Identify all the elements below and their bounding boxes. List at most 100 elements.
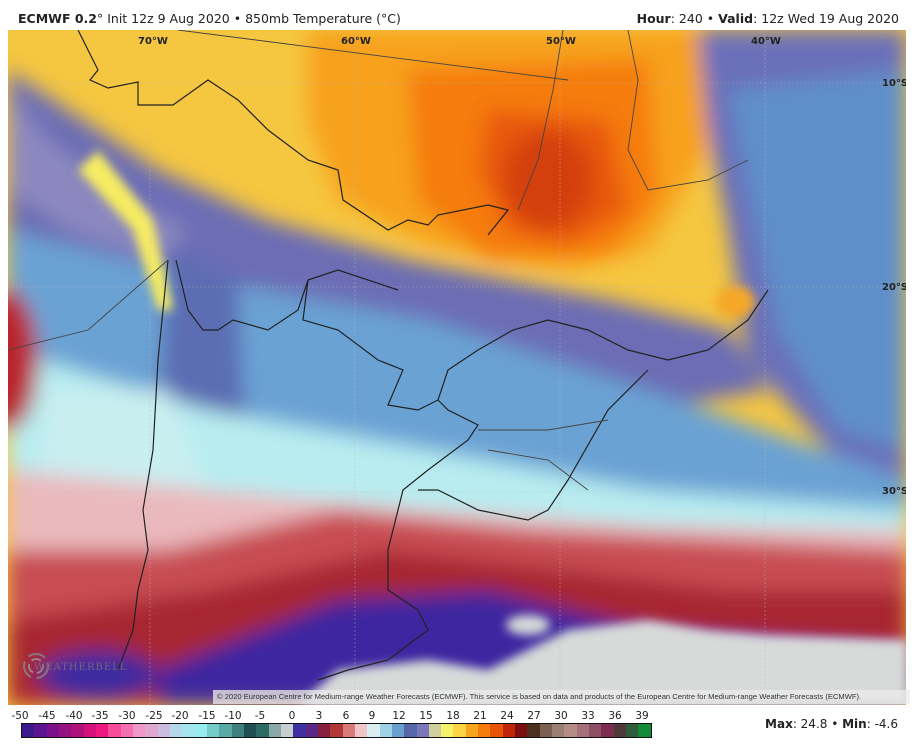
colorbar-swatch [58, 724, 72, 737]
colorbar-swatch [268, 724, 281, 737]
tick: 27 [527, 710, 541, 722]
colorbar-swatch [515, 724, 528, 737]
colorbar-swatch [256, 724, 269, 737]
colorbar-swatch [206, 724, 220, 737]
colorbar-swatch [391, 724, 405, 737]
tick: -50 [11, 710, 29, 722]
swirl-icon [23, 653, 49, 679]
colorbar-swatch [564, 724, 577, 737]
colorbar-swatch [478, 724, 491, 737]
colorbar-swatch [416, 724, 429, 737]
colorbar-swatch [404, 724, 417, 737]
colorbar-swatch [626, 724, 639, 737]
colorbar-swatch [502, 724, 516, 737]
tick: -35 [91, 710, 109, 722]
lon-label-70w: 70°W [138, 36, 168, 47]
tick: 33 [581, 710, 595, 722]
tick: -40 [65, 710, 83, 722]
valid-value: : 12z Wed 19 Aug 2020 [753, 11, 899, 26]
colorbar-swatch [22, 724, 35, 737]
model-name: ECMWF 0.2 [18, 11, 97, 26]
temperature-colorbar [21, 723, 652, 738]
colorbar-swatch [428, 724, 442, 737]
colorbar-swatch [589, 724, 602, 737]
colorbar-swatch [34, 724, 47, 737]
colorbar-swatch [638, 724, 651, 737]
separator: • [827, 717, 843, 731]
colorbar-swatch [330, 724, 343, 737]
tick: 30 [554, 710, 568, 722]
separator: • [702, 11, 719, 26]
lat-label-30s: 30°S [882, 486, 906, 497]
colorbar-swatch [367, 724, 380, 737]
colorbar-swatch [231, 724, 244, 737]
tick: 9 [368, 710, 376, 722]
colorbar-swatch [613, 724, 627, 737]
colorbar-swatch [157, 724, 170, 737]
colorbar-swatch [490, 724, 503, 737]
tick: -10 [224, 710, 242, 722]
tick: 12 [392, 710, 406, 722]
colorbar-swatch [576, 724, 590, 737]
map-field-graphic [8, 30, 906, 705]
colorbar-swatch [539, 724, 553, 737]
colorbar-swatch [194, 724, 207, 737]
tick: -5 [254, 710, 266, 722]
lon-label-50w: 50°W [546, 36, 576, 47]
colorbar-swatch [95, 724, 109, 737]
degree-symbol: ° [96, 11, 104, 26]
tick: -20 [171, 710, 189, 722]
colorbar-swatch [601, 724, 614, 737]
colorbar-swatch [182, 724, 195, 737]
colorbar-swatch [453, 724, 466, 737]
colorbar-swatch [354, 724, 368, 737]
colorbar-swatch [169, 724, 183, 737]
max-label: Max [765, 717, 793, 731]
tick: -15 [198, 710, 216, 722]
colorbar-swatch [280, 724, 294, 737]
colorbar-swatch [527, 724, 540, 737]
colorbar-swatch [342, 724, 355, 737]
tick: 15 [419, 710, 433, 722]
valid-label: Valid [718, 11, 754, 26]
max-value: : 24.8 [792, 717, 828, 731]
colorbar-swatch [46, 724, 59, 737]
colorbar-swatch [120, 724, 133, 737]
tick: 39 [635, 710, 649, 722]
header-title: ECMWF 0.2° Init 12z 9 Aug 2020 • 850mb T… [18, 11, 401, 26]
init-time: Init 12z 9 Aug 2020 [103, 11, 230, 26]
max-min-stats: Max: 24.8 • Min: -4.6 [765, 717, 898, 731]
colorbar-swatch [243, 724, 257, 737]
map-header: ECMWF 0.2° Init 12z 9 Aug 2020 • 850mb T… [0, 0, 914, 30]
lon-label-60w: 60°W [341, 36, 371, 47]
separator: • [229, 11, 246, 26]
tick: 6 [342, 710, 350, 722]
colorbar-swatch [108, 724, 121, 737]
colorbar-swatch [465, 724, 479, 737]
tick: -45 [38, 710, 56, 722]
weatherbell-logo: WEATHERBELL [22, 652, 126, 682]
header-valid: Hour: 240 • Valid: 12z Wed 19 Aug 2020 [637, 11, 899, 26]
hour-label: Hour [636, 11, 671, 26]
lat-label-20s: 20°S [882, 282, 906, 293]
tick: 36 [608, 710, 622, 722]
min-value: : -4.6 [866, 717, 898, 731]
temperature-map: 70°W 60°W 50°W 40°W 10°S 20°S 30°S [8, 30, 906, 705]
tick: 24 [500, 710, 514, 722]
watermark-text: WEATHERBELL [34, 662, 128, 673]
colorbar-ticks: -50 -45 -40 -35 -30 -25 -20 -15 -10 -5 0… [11, 710, 654, 722]
tick: 21 [473, 710, 487, 722]
tick: 18 [446, 710, 460, 722]
colorbar-swatch [83, 724, 96, 737]
tick: -30 [118, 710, 136, 722]
colorbar-swatch [305, 724, 318, 737]
colorbar-swatch [71, 724, 84, 737]
copyright-credit: © 2020 European Centre for Medium-range … [213, 690, 910, 704]
field-name: 850mb Temperature (°C) [245, 11, 401, 26]
colorbar-swatch [219, 724, 232, 737]
colorbar-swatch [293, 724, 306, 737]
colorbar-swatch [145, 724, 158, 737]
lon-label-40w: 40°W [751, 36, 781, 47]
colorbar-swatch [317, 724, 331, 737]
tick: -25 [145, 710, 163, 722]
